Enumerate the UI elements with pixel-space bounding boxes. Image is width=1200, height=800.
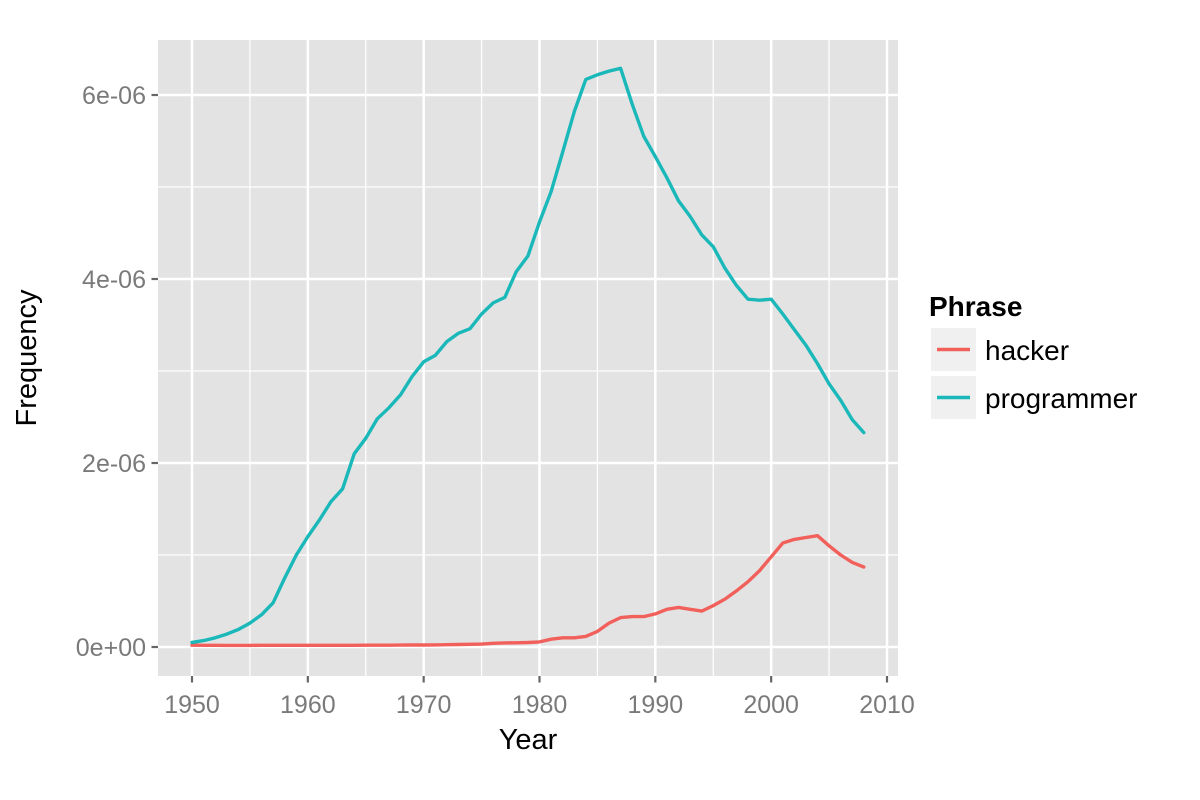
x-tick-label: 2010 [859, 691, 915, 719]
legend-title: Phrase [929, 291, 1022, 322]
y-tick-label: 2e-06 [82, 450, 146, 478]
x-tick-label: 1980 [512, 691, 568, 719]
axis-tick-marks [151, 93, 889, 683]
legend-entry-hacker: hacker [931, 328, 1069, 371]
plot-panel [158, 40, 898, 676]
grid-minor-lines [158, 40, 898, 676]
data-series-lines [190, 66, 866, 648]
y-axis-title: Frequency [11, 289, 43, 427]
y-tick-label: 0e+00 [76, 634, 146, 662]
y-tick-label: 6e-06 [82, 82, 146, 110]
x-tick-label: 1970 [396, 691, 452, 719]
y-axis-tick-labels: 0e+00 2e-06 4e-06 6e-06 [76, 82, 146, 662]
legend: Phrase hacker programmer [929, 291, 1137, 419]
x-tick-label: 2000 [743, 691, 799, 719]
series-line-programmer [190, 66, 866, 645]
x-tick-label: 1950 [164, 691, 220, 719]
x-tick-label: 1990 [628, 691, 684, 719]
x-tick-label: 1960 [280, 691, 336, 719]
series-line-hacker [190, 534, 866, 648]
legend-label-programmer: programmer [985, 383, 1137, 414]
y-tick-label: 4e-06 [82, 266, 146, 294]
x-axis-tick-labels: 1950 1960 1970 1980 1990 2000 2010 [164, 691, 915, 719]
x-axis-title: Year [499, 724, 558, 756]
grid-major-lines [158, 40, 898, 676]
legend-entry-programmer: programmer [931, 376, 1137, 419]
legend-label-hacker: hacker [985, 335, 1069, 366]
